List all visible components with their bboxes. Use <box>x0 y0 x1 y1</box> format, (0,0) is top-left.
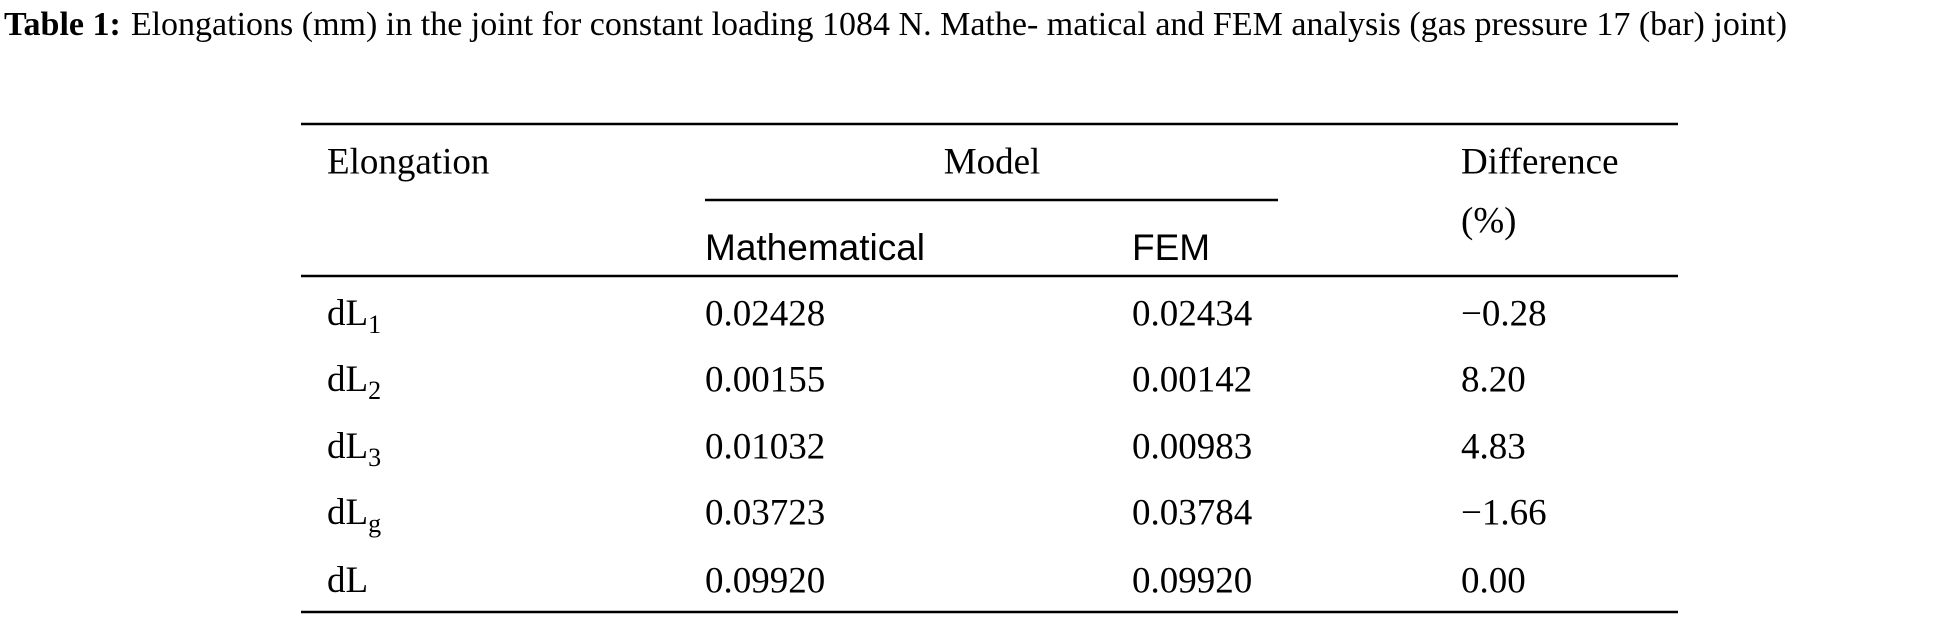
row-name: dL <box>327 359 368 400</box>
cell: 0.00155 <box>705 359 825 400</box>
row-name: dL <box>327 492 368 533</box>
caption-text: Elongations (mm) in the joint for consta… <box>130 6 1788 43</box>
row-subscript: g <box>368 509 381 538</box>
row-label: dL <box>327 560 368 601</box>
cell: 0.00 <box>1461 560 1526 601</box>
cell: 0.00983 <box>1132 426 1252 467</box>
row-label: dL1 <box>327 293 381 338</box>
cell: 4.83 <box>1461 426 1526 467</box>
row-subscript: 2 <box>368 376 381 405</box>
header-model: Model <box>944 141 1041 182</box>
cell: −0.28 <box>1461 293 1547 334</box>
cell: 8.20 <box>1461 359 1526 400</box>
row-subscript: 3 <box>368 443 381 472</box>
cell: 0.09920 <box>1132 560 1252 601</box>
header-difference: Difference <box>1461 141 1619 182</box>
row-name: dL <box>327 293 368 334</box>
cell: −1.66 <box>1461 492 1547 533</box>
row-label: dL3 <box>327 426 381 471</box>
row-label: dLg <box>327 492 381 537</box>
row-name: dL <box>327 426 368 467</box>
row-subscript: 1 <box>368 310 381 339</box>
cell: 0.02428 <box>705 293 825 334</box>
row-name: dL <box>327 560 368 601</box>
cell: 0.01032 <box>705 426 825 467</box>
caption-label: Table 1: <box>4 6 121 43</box>
caption: Table 1: Elongations (mm) in the joint fo… <box>4 4 1946 46</box>
header-fem: FEM <box>1132 227 1210 268</box>
cell: 0.00142 <box>1132 359 1252 400</box>
cell: 0.03784 <box>1132 492 1252 533</box>
cell: 0.03723 <box>705 492 825 533</box>
header-mathematical: Mathematical <box>705 227 925 268</box>
cell: 0.02434 <box>1132 293 1252 334</box>
header-elongation: Elongation <box>327 141 489 182</box>
cell: 0.09920 <box>705 560 825 601</box>
row-label: dL2 <box>327 359 381 404</box>
header-difference-unit: (%) <box>1461 200 1516 241</box>
